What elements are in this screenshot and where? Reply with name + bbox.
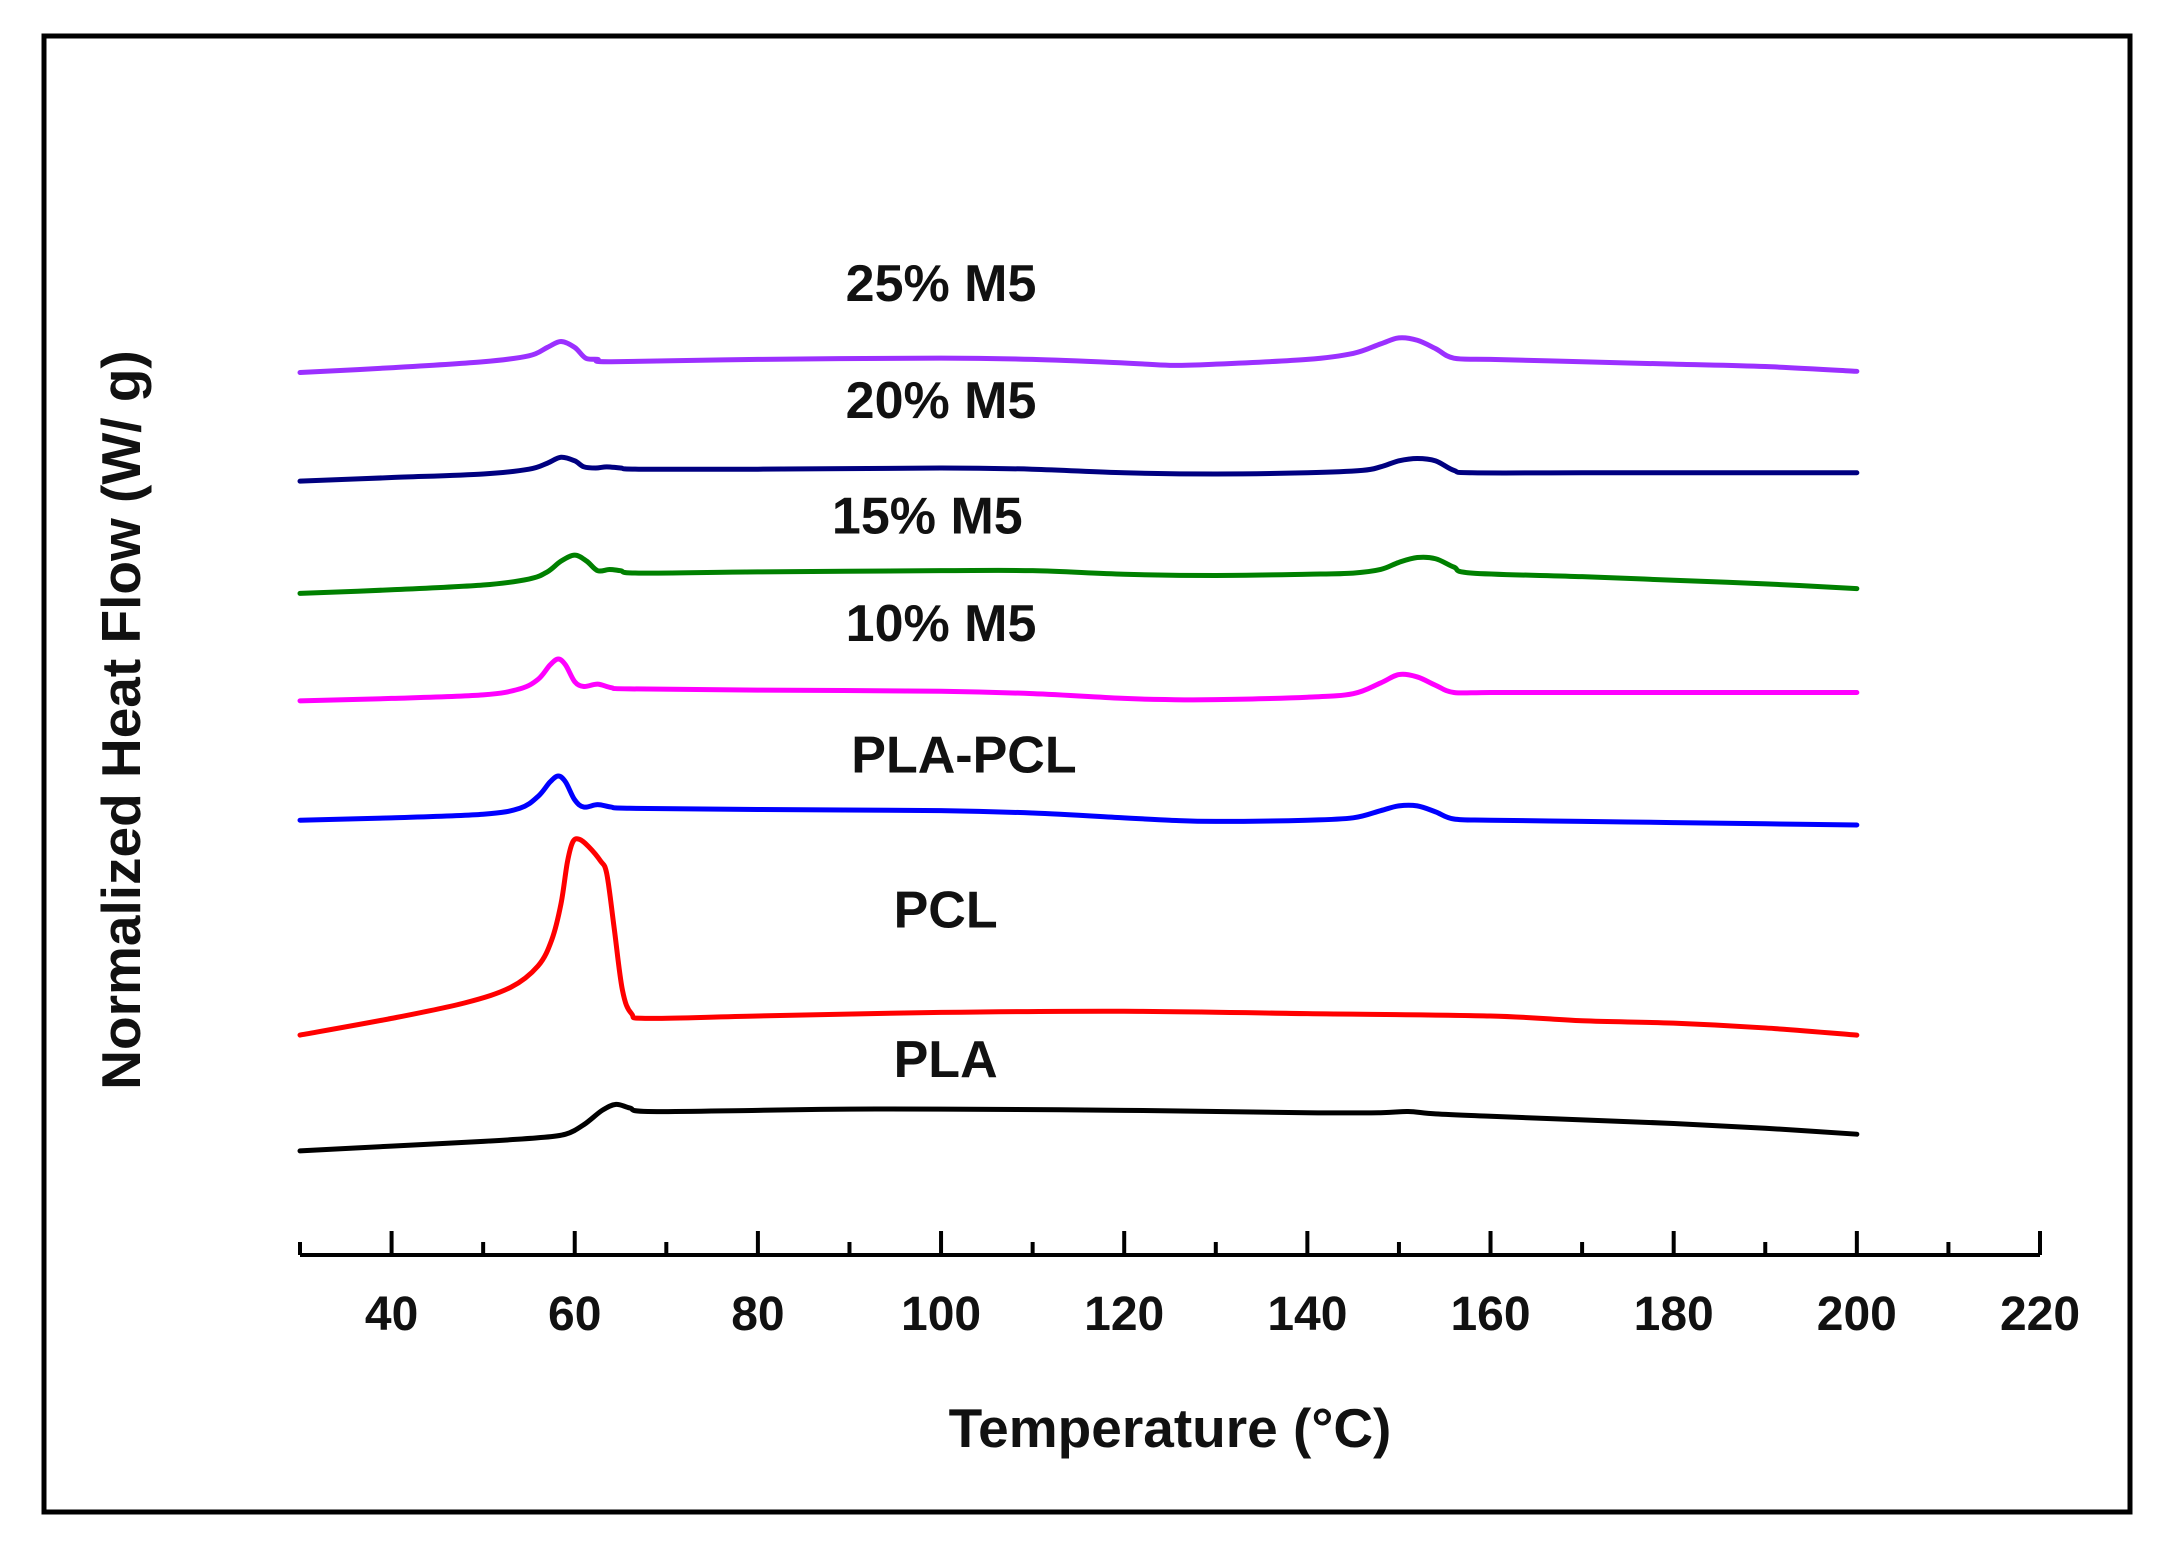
y-axis-title: Normalized Heat Flow (W/ g) bbox=[90, 350, 152, 1089]
x-axis-title: Temperature (°C) bbox=[949, 1397, 1392, 1459]
series-label-pla-pcl: PLA-PCL bbox=[851, 726, 1076, 784]
series-label-pla: PLA bbox=[894, 1031, 998, 1089]
series-layer bbox=[297, 335, 1860, 1154]
series-label-25-m5: 25% M5 bbox=[846, 255, 1037, 313]
x-tick-label: 180 bbox=[1634, 1288, 1714, 1341]
x-tick-label: 40 bbox=[365, 1288, 418, 1341]
series-line-15-m5 bbox=[297, 552, 1860, 596]
series-line-pla-pcl bbox=[297, 773, 1860, 828]
x-tick-label: 140 bbox=[1267, 1288, 1347, 1341]
x-axis: 40 60 80 100 120 140 160 180 200 220 bbox=[298, 1231, 2080, 1341]
series-line-10-m5 bbox=[297, 656, 1860, 704]
series-label-15-m5: 15% M5 bbox=[832, 488, 1023, 546]
x-tick-label: 160 bbox=[1450, 1288, 1530, 1341]
x-tick-label: 220 bbox=[2000, 1288, 2080, 1341]
x-tick-label: 120 bbox=[1084, 1288, 1164, 1341]
series-line-pla bbox=[297, 1101, 1860, 1154]
x-tick-label: 80 bbox=[731, 1288, 784, 1341]
chart-frame bbox=[41, 33, 2133, 1515]
series-label-pcl: PCL bbox=[894, 882, 998, 940]
series-label-10-m5: 10% M5 bbox=[846, 595, 1037, 653]
x-tick-label: 60 bbox=[548, 1288, 601, 1341]
series-line-pcl bbox=[297, 836, 1860, 1038]
x-tick-label: 100 bbox=[901, 1288, 981, 1341]
series-label-20-m5: 20% M5 bbox=[846, 372, 1037, 430]
series-line-25-m5 bbox=[297, 335, 1860, 375]
x-tick-label: 200 bbox=[1817, 1288, 1897, 1341]
series-line-20-m5 bbox=[297, 454, 1860, 484]
series-label-layer: PLA PCL PLA-PCL 10% M5 15% M5 20% M5 25% M5 bbox=[832, 255, 1077, 1089]
